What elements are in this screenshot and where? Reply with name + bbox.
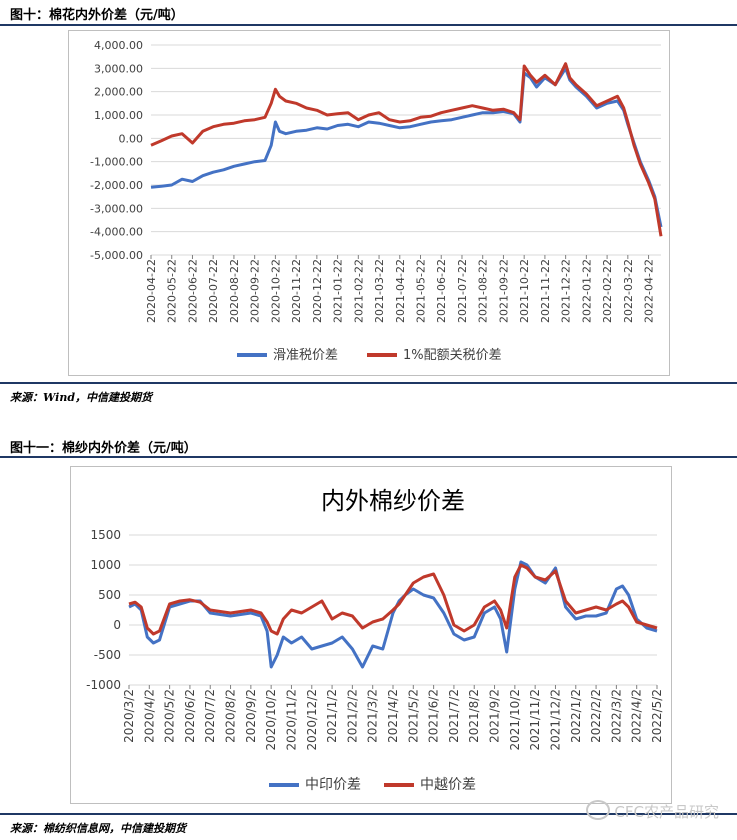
y-tick-label: 500 [98,588,121,602]
legend-label-1: 滑准税价差 [273,348,338,363]
y-tick-label: 3,000.00 [94,62,143,75]
x-tick-label: 2021-10-22 [518,259,531,323]
x-tick-label: 2020-11-22 [290,259,303,323]
figure2-source: 来源：棉纺织信息网，中信建投期货 [10,822,186,835]
x-tick-label: 2022/4/2 [630,689,644,743]
x-tick-label: 2021/12/2 [548,689,562,751]
x-tick-label: 2021/2/2 [345,689,359,743]
wechat-icon [586,800,611,820]
series-line-1 [150,66,663,228]
x-tick-label: 2020/4/2 [142,689,156,743]
chart1-frame: 4,000.00 3,000.00 2,000.00 1,000.00 0.00 -1,0… [68,30,670,376]
y-tick-label: 0.00 [119,132,144,145]
x-tick-label: 2020/10/2 [264,689,278,751]
figure2-bottom-rule [0,813,737,815]
watermark: CFC农产品研究 [586,800,719,822]
x-tick-label: 2020/7/2 [203,689,217,743]
x-tick-label: 2021-08-22 [477,259,490,323]
x-tick-label: 2020-07-22 [207,259,220,323]
x-tick-label: 2021/11/2 [528,689,542,751]
x-tick-label: 2020-09-22 [249,259,262,323]
x-tick-label: 2020-10-22 [269,259,282,323]
x-tick-label: 2022-01-22 [580,259,593,323]
watermark-text: CFC农产品研究 [614,803,719,821]
x-tick-label: 2021/1/2 [325,689,339,743]
x-tick-label: 2020/9/2 [244,689,258,743]
y-tick-label: -2,000.00 [90,179,143,192]
x-tick-label: 2022-03-22 [622,259,635,323]
x-tick-label: 2022/1/2 [569,689,583,743]
x-tick-label: 2022/3/2 [609,689,623,743]
y-tick-label: 2,000.00 [94,86,143,99]
x-tick-label: 2021-01-22 [332,259,345,323]
x-tick-label: 2021/4/2 [386,689,400,743]
y-tick-label: -1,000.00 [90,156,143,169]
x-tick-label: 2020/8/2 [224,689,238,743]
chart1-svg: 4,000.00 3,000.00 2,000.00 1,000.00 0.00 -1,0… [90,39,663,363]
x-tick-label: 2020/11/2 [284,689,298,751]
x-tick-label: 2021-04-22 [394,259,407,323]
y-tick-label: -4,000.00 [90,226,143,239]
chart2-frame: 内外棉纱价差 1500 1000 500 0 -500 -1000 2020/3/2 2020/… [70,466,672,804]
series-line-1 [128,560,658,669]
x-tick-label: 2020-06-22 [186,259,199,323]
figure2-title: 图十一：棉纱内外价差（元/吨） [10,441,197,456]
x-tick-label: 2021/9/2 [488,689,502,743]
x-tick-label: 2021/7/2 [447,689,461,743]
x-tick-label: 2020-04-22 [145,259,158,323]
x-tick-label: 2022-04-22 [643,259,656,323]
y-tick-label: 1500 [90,528,121,542]
series-line-2 [150,62,663,237]
y-tick-label: 4,000.00 [94,39,143,52]
y-tick-label: 0 [113,618,121,632]
x-tick-label: 2022-02-22 [601,259,614,323]
x-tick-label: 2021/8/2 [467,689,481,743]
x-tick-label: 2020-08-22 [228,259,241,323]
x-tick-label: 2021-03-22 [373,259,386,323]
x-tick-label: 2021/6/2 [427,689,441,743]
x-tick-label: 2020/5/2 [163,689,177,743]
x-tick-label: 2021-09-22 [497,259,510,323]
legend-label-2: 中越价差 [420,777,476,793]
legend-label-1: 中印价差 [305,777,361,793]
y-tick-label: 1,000.00 [94,109,143,122]
x-tick-label: 2021-12-22 [560,259,573,323]
x-tick-label: 2021-06-22 [435,259,448,323]
y-tick-label: 1000 [90,558,121,572]
x-tick-label: 2020-12-22 [311,259,324,323]
x-tick-label: 2021-02-22 [352,259,365,323]
x-tick-label: 2020/12/2 [305,689,319,751]
x-tick-label: 2021/3/2 [366,689,380,743]
figure2-top-rule [0,456,737,458]
x-tick-label: 2022/2/2 [589,689,603,743]
x-tick-label: 2022/5/2 [650,689,664,743]
figure1-title: 图十：棉花内外价差（元/吨） [10,8,184,23]
x-tick-label: 2020/3/2 [122,689,136,743]
y-tick-label: -1000 [86,678,121,692]
y-tick-label: -500 [94,648,121,662]
figure1-top-rule [0,24,737,26]
chart-title: 内外棉纱价差 [321,487,465,515]
x-tick-label: 2021-11-22 [539,259,552,323]
series-line-2 [128,563,658,636]
figure1-source: 来源：Wind，中信建投期货 [10,391,153,404]
x-tick-label: 2021-05-22 [415,259,428,323]
x-tick-label: 2021-07-22 [456,259,469,323]
x-tick-label: 2020-05-22 [166,259,179,323]
figure1-bottom-rule [0,382,737,384]
y-tick-label: -3,000.00 [90,202,143,215]
x-tick-label: 2021/5/2 [406,689,420,743]
legend-label-2: 1%配额关税价差 [403,348,502,363]
x-tick-label: 2021/10/2 [508,689,522,751]
x-tick-label: 2020/6/2 [183,689,197,743]
y-tick-label: -5,000.00 [90,249,143,262]
